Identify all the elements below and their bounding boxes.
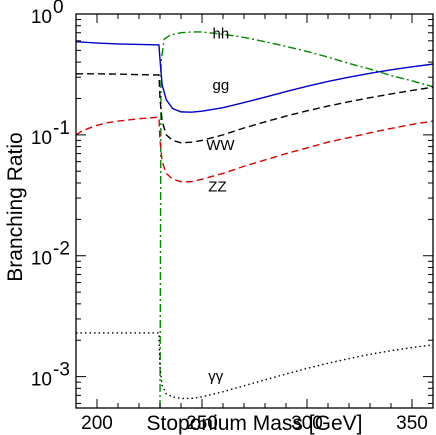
y-tick-label-2: 10	[31, 128, 52, 149]
y-tick-label-1: 10	[31, 249, 52, 270]
series-label-2: WW	[206, 137, 235, 154]
series-line-1	[76, 41, 433, 113]
y-tick-label-0: 10	[31, 370, 52, 391]
y-tick-exponent-1: -2	[53, 239, 70, 260]
series-label-0: hh	[213, 25, 230, 42]
series-label-3: ZZ	[208, 179, 226, 196]
y-tick-exponent-3: 0	[53, 0, 64, 18]
y-axis-label: Branching Ratio	[4, 132, 27, 281]
y-tick-exponent-2: -1	[53, 118, 70, 139]
plot-frame	[75, 13, 434, 409]
series-line-0	[159, 31, 433, 408]
y-tick-label-3: 10	[31, 7, 52, 28]
series-label-4: γγ	[208, 368, 224, 385]
series-layer	[76, 31, 433, 408]
x-tick-label-2: 300	[291, 413, 323, 434]
y-tick-exponent-0: -3	[53, 360, 70, 381]
x-tick-label-0: 200	[81, 413, 113, 434]
x-axis-label: Stoponium Mass [GeV]	[147, 412, 363, 435]
x-tick-label-3: 350	[396, 413, 428, 434]
x-tick-label-1: 250	[186, 413, 218, 434]
ticks-layer	[75, 13, 434, 408]
series-label-1: gg	[213, 77, 230, 94]
series-line-4	[76, 332, 433, 400]
series-line-2	[76, 73, 433, 144]
series-line-3	[76, 116, 433, 183]
